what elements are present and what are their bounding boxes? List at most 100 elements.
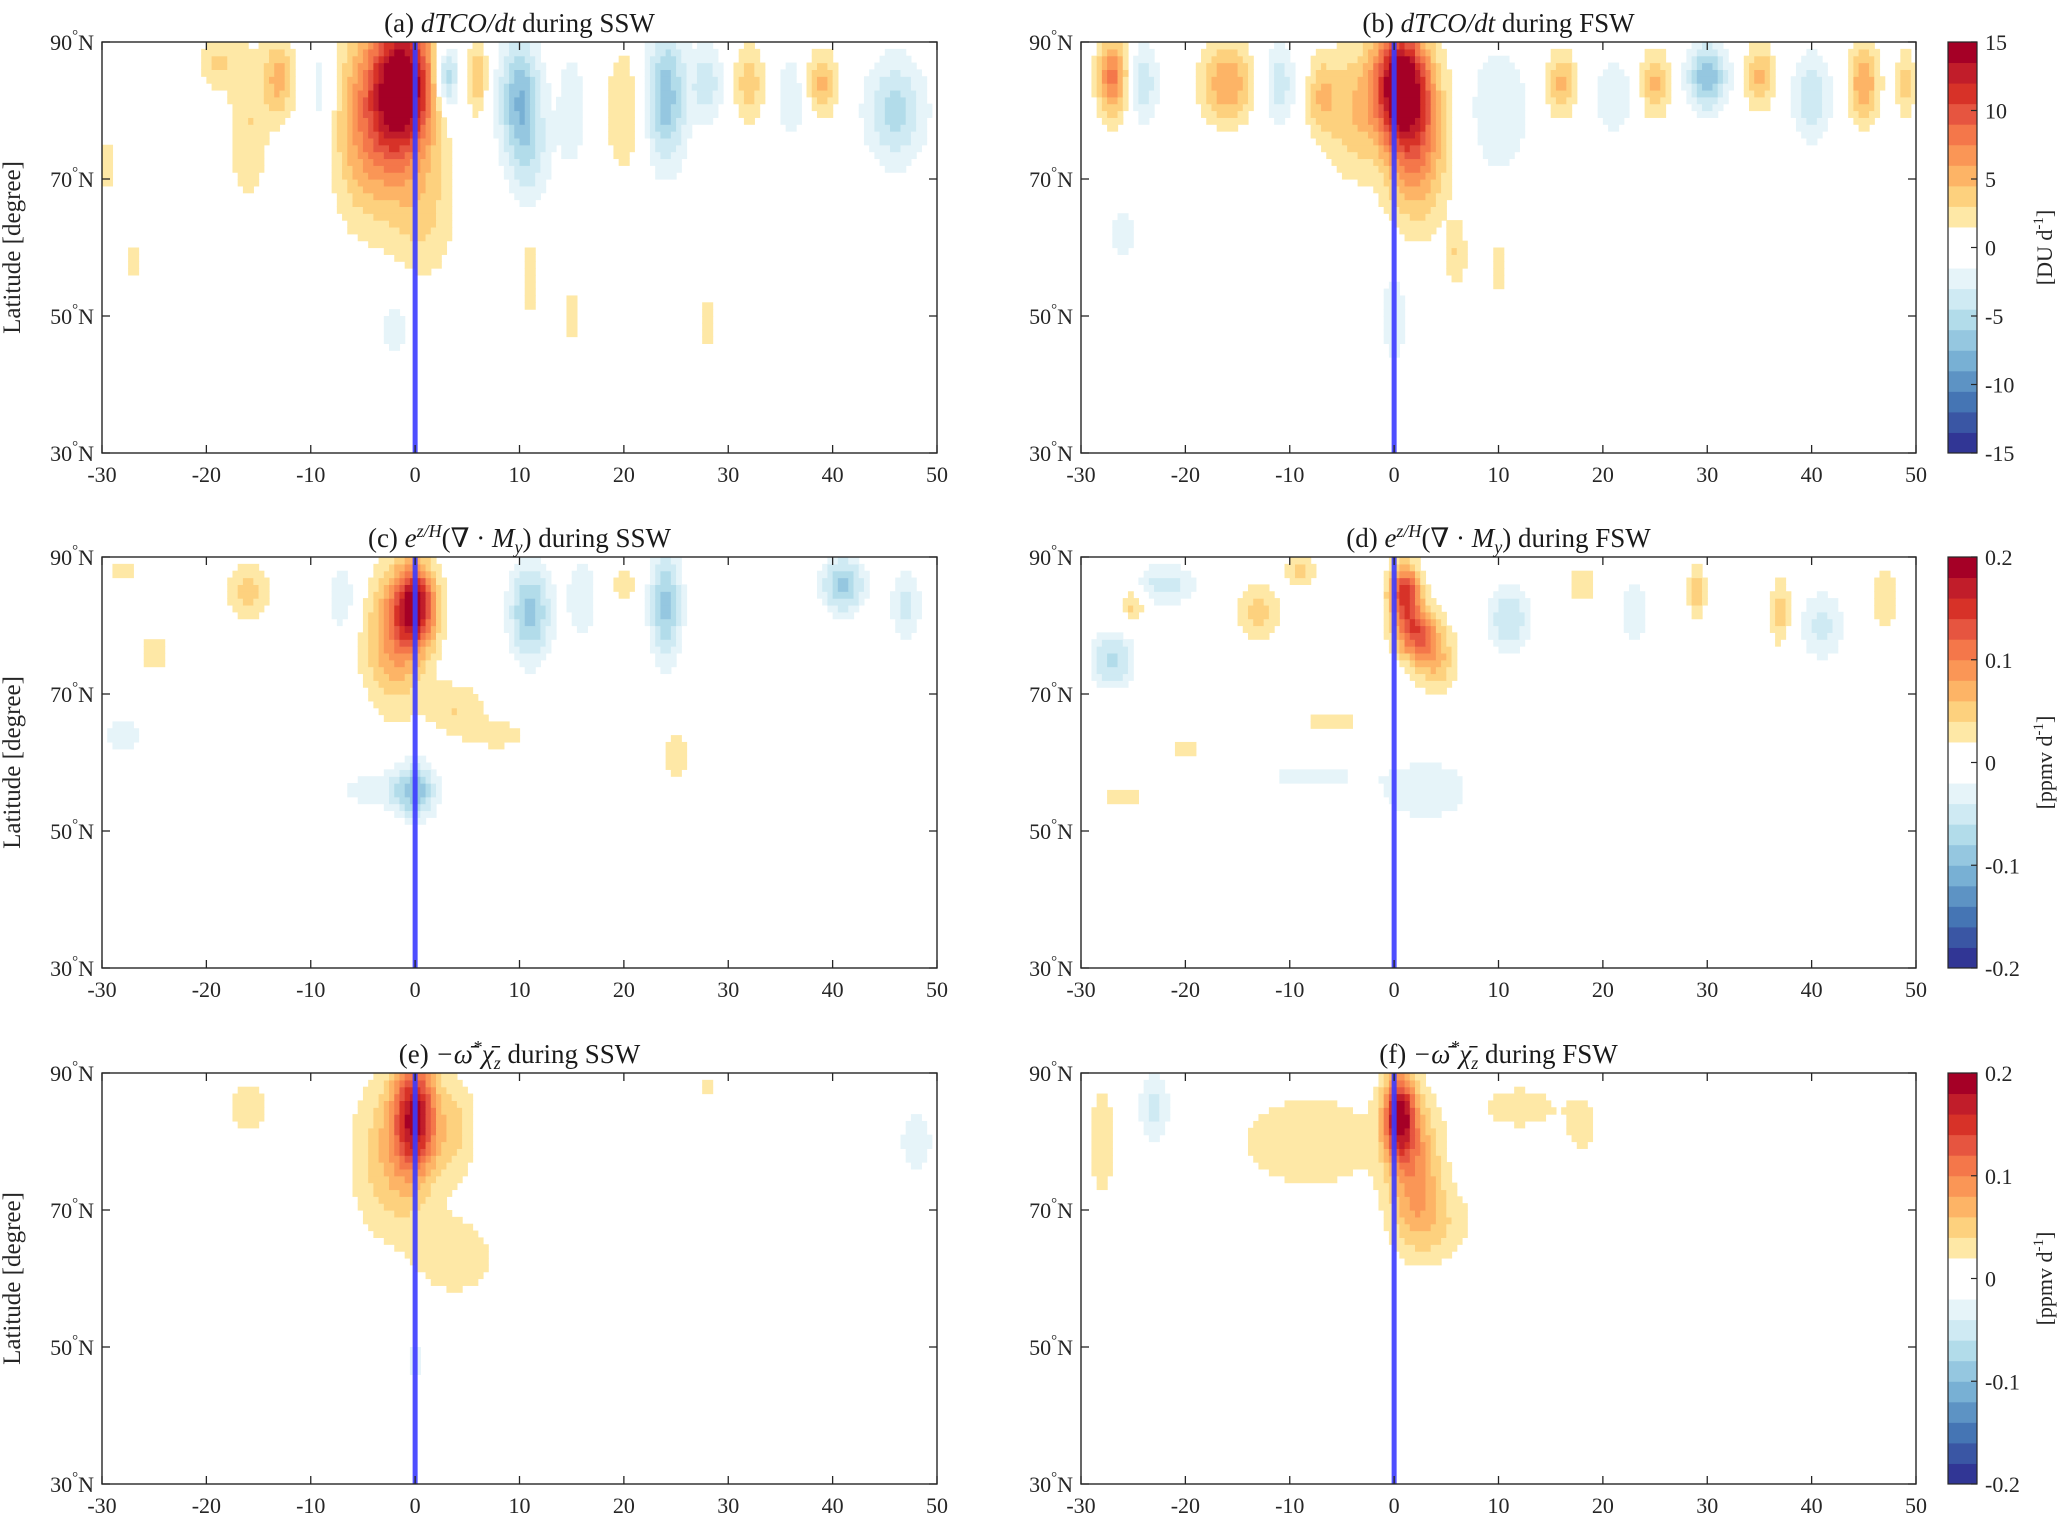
contour-cell	[425, 625, 432, 633]
contour-cell	[1749, 103, 1771, 112]
contour-cell	[1435, 611, 1447, 620]
contour-cell	[357, 1203, 385, 1211]
contour-cell	[1702, 62, 1714, 70]
contour-cell	[1477, 124, 1526, 132]
contour-cell	[1143, 1127, 1166, 1136]
contour-cell	[1237, 611, 1249, 620]
contour-cell	[1310, 55, 1359, 64]
contour-cell	[1545, 96, 1557, 105]
contour-cell	[1722, 89, 1729, 98]
contour-cell	[284, 96, 296, 105]
degree-symbol: °	[72, 165, 78, 181]
contour-cell	[1253, 1120, 1380, 1129]
contour-cell	[649, 89, 656, 98]
contour-cell	[566, 591, 594, 599]
contour-cell	[394, 577, 401, 585]
contour-cell	[232, 137, 270, 146]
contour-cell	[1446, 233, 1463, 242]
contour-cell	[362, 103, 369, 112]
contour-cell	[420, 803, 432, 812]
contour-cell	[1712, 83, 1719, 91]
contour-cell	[1430, 639, 1437, 647]
contour-cell	[1430, 103, 1437, 112]
contour-cell	[436, 1141, 442, 1149]
contour-cell	[425, 652, 432, 661]
contour-cell	[613, 62, 630, 70]
contour-cell	[415, 646, 421, 654]
contour-cell	[1493, 261, 1505, 269]
contour-cell	[890, 611, 902, 620]
contour-cell	[1352, 96, 1369, 105]
contour-cell	[649, 117, 656, 125]
x-tick-label: 40	[1801, 1493, 1823, 1518]
contour-cell	[540, 625, 547, 633]
contour-cell	[540, 83, 552, 91]
contour-cell	[1357, 179, 1385, 187]
contour-cell	[1180, 577, 1197, 585]
contour-cell	[1415, 1244, 1432, 1252]
colorbar-tick-label: 0.1	[1985, 648, 2013, 673]
contour-cell	[566, 302, 578, 310]
contour-cell	[1566, 76, 1573, 84]
contour-cell	[394, 584, 401, 592]
contour-cell	[1749, 42, 1771, 50]
contour-cell	[415, 42, 421, 50]
degree-symbol: °	[72, 680, 78, 696]
contour-cell	[660, 96, 677, 105]
contour-cell	[1415, 646, 1432, 654]
contour-cell	[1801, 76, 1823, 84]
contour-cell	[1415, 584, 1421, 592]
contour-cell	[660, 110, 672, 118]
contour-cell	[1446, 652, 1453, 661]
contour-cell	[1430, 206, 1447, 214]
contour-cell	[352, 1189, 374, 1197]
contour-cell	[394, 659, 406, 668]
contour-cell	[1801, 89, 1823, 98]
contour-cell	[1331, 96, 1353, 105]
contour-cell	[509, 179, 521, 187]
contour-cell	[1383, 1141, 1390, 1149]
contour-cell	[1853, 103, 1875, 112]
contour-cell	[383, 714, 411, 722]
contour-cell	[644, 618, 651, 627]
contour-cell	[425, 124, 432, 132]
contour-cell	[436, 611, 442, 620]
contour-cell	[1091, 1141, 1113, 1149]
contour-cell	[368, 652, 380, 661]
contour-cell	[378, 110, 385, 118]
contour-cell	[1425, 42, 1437, 50]
contour-cell	[1790, 83, 1802, 91]
contour-cell	[383, 618, 390, 627]
contour-cell	[916, 124, 928, 132]
contour-cell	[1430, 62, 1437, 70]
contour-cell	[425, 1107, 432, 1115]
contour-cell	[1806, 598, 1839, 606]
contour-cell	[362, 598, 374, 606]
contour-cell	[1425, 83, 1432, 91]
contour-cell	[1394, 563, 1400, 572]
contour-cell	[331, 179, 348, 187]
contour-cell	[425, 604, 432, 613]
contour-cell	[608, 137, 635, 146]
contour-cell	[425, 789, 432, 798]
contour-cell	[1717, 55, 1724, 64]
contour-cell	[493, 83, 500, 91]
contour-cell	[1806, 639, 1839, 647]
contour-cell	[368, 611, 380, 620]
contour-cell	[1602, 69, 1625, 77]
contour-cell	[389, 1182, 421, 1191]
contour-cell	[441, 584, 448, 592]
contour-cell	[1435, 1175, 1442, 1184]
contour-cell	[441, 165, 453, 173]
contour-cell	[655, 110, 662, 118]
contour-cell	[1545, 89, 1552, 98]
contour-cell	[681, 103, 688, 112]
contour-cell	[1686, 584, 1693, 592]
contour-cell	[524, 110, 531, 118]
contour-cell	[1816, 591, 1828, 599]
contour-cell	[430, 625, 437, 633]
colorbar-tick-label: -10	[1985, 373, 2014, 398]
contour-cell	[1696, 69, 1719, 77]
contour-cell	[848, 577, 855, 585]
contour-cell	[1895, 89, 1901, 98]
